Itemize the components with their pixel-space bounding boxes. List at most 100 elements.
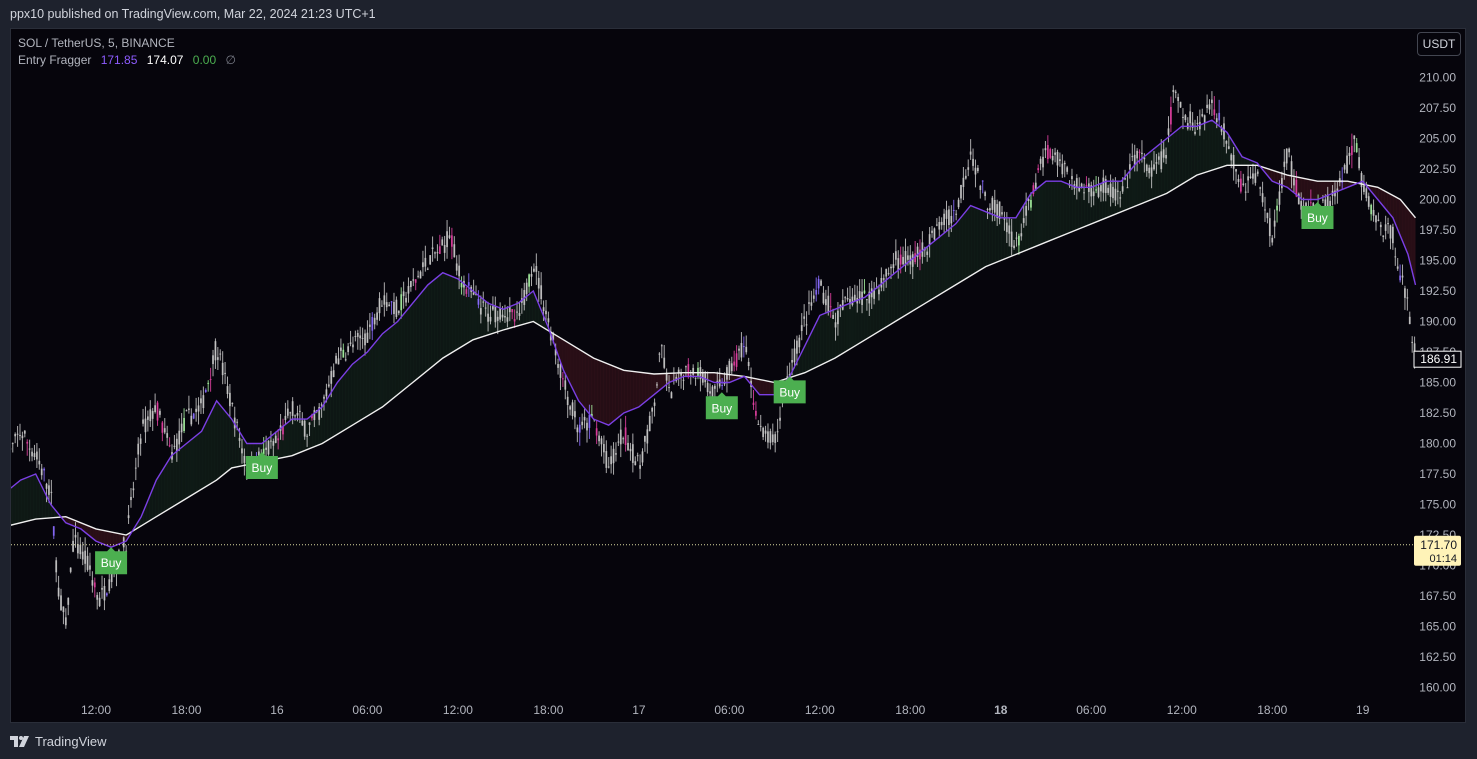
candle-body [98, 597, 101, 607]
candle-body [1066, 167, 1069, 172]
candle-body [692, 367, 695, 375]
band-fill-segment [1214, 122, 1217, 170]
candle-body [154, 405, 157, 413]
candle-body [298, 410, 301, 412]
candle-body [185, 410, 188, 412]
candle-body [407, 286, 410, 294]
candle-body [1254, 173, 1257, 183]
band-fill-segment [1177, 128, 1179, 187]
band-fill-segment [32, 474, 35, 520]
buy-signal-label: Buy [101, 556, 122, 570]
band-fill-segment [1184, 126, 1187, 183]
currency-button[interactable]: USDT [1417, 32, 1461, 56]
chart-pane[interactable]: Buy Buy Buy Buy Buy 210.00 207.50 205.00 202.50 2… [10, 28, 1466, 723]
band-fill-segment [976, 208, 979, 273]
symbol-line[interactable]: SOL / TetherUS, 5, BINANCE [18, 35, 236, 52]
band-fill-segment [961, 214, 964, 282]
band-fill-segment [646, 373, 648, 401]
band-fill-segment [181, 445, 184, 502]
band-fill-segment [341, 375, 344, 432]
band-fill-segment [299, 419, 302, 453]
candle-body [1377, 219, 1380, 221]
band-fill-segment [1413, 215, 1416, 285]
y-tick-label: 210.00 [1419, 71, 1456, 85]
candle-body [236, 421, 239, 423]
candle-body [1184, 115, 1187, 121]
candle-body [238, 437, 241, 441]
candle-body [1114, 188, 1117, 201]
candle-body [1346, 155, 1348, 174]
candle-body [1247, 176, 1250, 181]
band-fill-segment [620, 369, 623, 416]
candle-body [1025, 205, 1028, 216]
band-fill-segment [1044, 181, 1047, 243]
band-fill-segment [557, 336, 559, 358]
candle-body [262, 448, 265, 455]
band-fill-segment [451, 276, 454, 353]
band-fill-segment [616, 367, 618, 420]
band-fill-segment [242, 436, 244, 466]
band-fill-segment [812, 327, 814, 370]
candle-body [354, 336, 357, 338]
band-fill-segment [343, 373, 345, 431]
band-fill-segment [957, 220, 959, 284]
band-fill-segment [44, 492, 47, 519]
band-fill-segment [1297, 177, 1300, 198]
band-fill-segment [1174, 131, 1176, 189]
candle-body [50, 491, 53, 493]
symbol-title[interactable]: SOL / TetherUS, 5, BINANCE [18, 36, 175, 50]
band-fill-segment [67, 517, 69, 525]
band-fill-segment [1058, 181, 1060, 238]
band-fill-segment [730, 374, 733, 382]
candle-body [274, 435, 277, 443]
band-fill-segment [381, 333, 383, 408]
band-fill-segment [658, 373, 660, 392]
band-fill-segment [361, 355, 363, 420]
band-fill-segment [356, 359, 359, 423]
candle-body [576, 427, 579, 433]
band-fill-segment [117, 533, 119, 545]
band-fill-segment [531, 291, 534, 322]
candle-body [960, 184, 962, 199]
candle-body [870, 288, 873, 298]
candle-body [267, 440, 270, 455]
band-fill-segment [175, 450, 178, 505]
candle-body [1413, 343, 1416, 356]
candle-body [1150, 167, 1153, 177]
price-chart[interactable]: Buy Buy Buy Buy Buy 210.00 207.50 205.00 202.50 2… [11, 29, 1466, 723]
candle-body [740, 343, 743, 358]
band-fill-segment [1130, 168, 1132, 209]
candle-body [1252, 173, 1254, 179]
candle-body [738, 348, 740, 351]
candle-body [1095, 189, 1098, 191]
candle-body [598, 435, 600, 442]
band-fill-segment [216, 400, 219, 481]
candle-body [742, 346, 745, 348]
candle-body [496, 316, 499, 321]
indicator-line[interactable]: Entry Fragger 171.85 174.07 0.00 ∅ [18, 52, 236, 69]
band-fill-segment [1216, 123, 1218, 169]
band-fill-segment [1014, 217, 1016, 256]
band-fill-segment [382, 332, 385, 407]
candle-body [402, 291, 405, 297]
indicator-name[interactable]: Entry Fragger [18, 53, 92, 67]
band-fill-segment [373, 342, 375, 413]
band-fill-segment [403, 312, 406, 390]
candle-body [1194, 131, 1196, 134]
candle-body [69, 567, 72, 572]
band-fill-segment [895, 271, 897, 322]
candle-body [361, 337, 364, 339]
candle-body [533, 268, 535, 272]
band-fill-segment [150, 491, 152, 521]
x-tick-label: 16 [270, 703, 284, 717]
candle-body [530, 273, 533, 277]
band-fill-segment [1061, 181, 1063, 237]
band-fill-segment [857, 299, 860, 345]
candle-body [494, 306, 497, 323]
band-fill-segment [1246, 158, 1249, 166]
band-fill-segment [331, 389, 333, 439]
band-fill-segment [946, 230, 949, 291]
band-fill-segment [25, 477, 27, 522]
candle-body [1336, 188, 1339, 193]
candle-body [974, 167, 977, 175]
